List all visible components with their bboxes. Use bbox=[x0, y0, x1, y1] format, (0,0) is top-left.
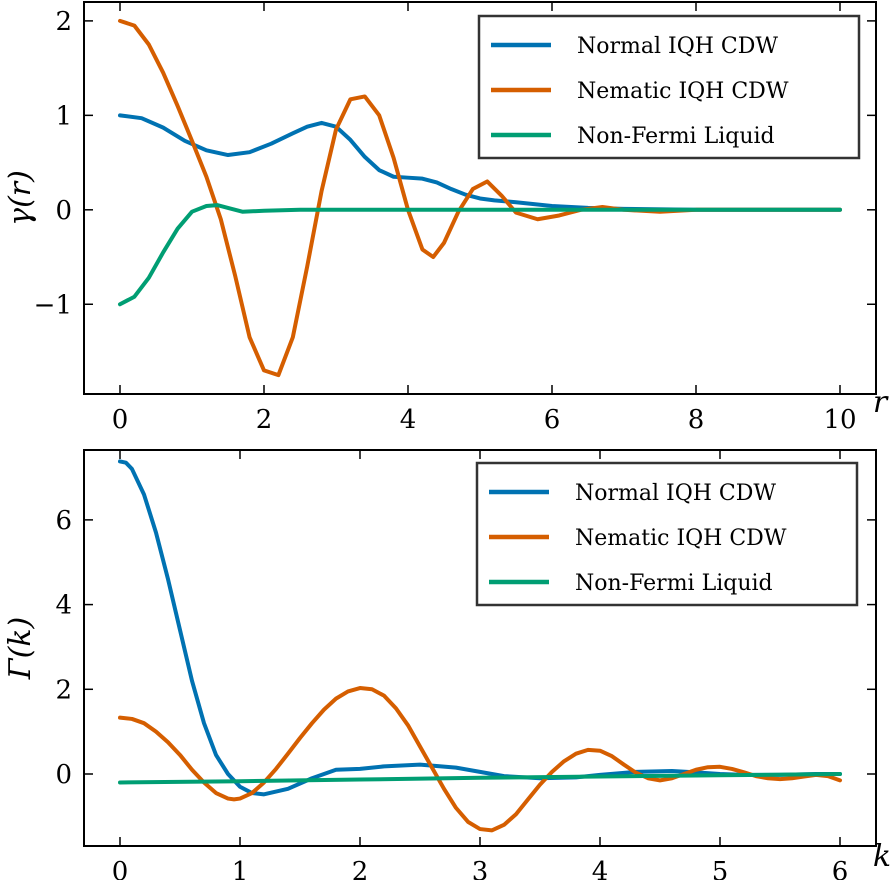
series-group bbox=[118, 18, 842, 378]
x-tick-label: 0 bbox=[112, 405, 129, 435]
series-line-2 bbox=[118, 203, 842, 307]
legend-label-1: Nematic IQH CDW bbox=[577, 79, 789, 104]
x-tick-label: 1 bbox=[232, 857, 249, 880]
x-tick-label: 4 bbox=[592, 857, 609, 880]
y-axis-label: Γ(k) bbox=[3, 617, 38, 680]
top-panel: 0 2 4 6 8 10 −1 0 1 2 γ(r) r Normal IQH CDW Nematic I… bbox=[3, 1, 889, 435]
x-tick-label: 10 bbox=[823, 405, 856, 435]
y-tick-label: 6 bbox=[55, 506, 72, 536]
legend-label-0: Normal IQH CDW bbox=[577, 34, 778, 59]
y-tick-label: 0 bbox=[55, 760, 72, 790]
x-tick-label: 6 bbox=[832, 857, 849, 880]
x-tick-label: 0 bbox=[112, 857, 129, 880]
series-line-1 bbox=[118, 686, 842, 833]
x-tick-label: 2 bbox=[352, 857, 369, 880]
x-tick-label: 6 bbox=[544, 405, 561, 435]
x-tick-label: 2 bbox=[256, 405, 273, 435]
legend-label-2: Non-Fermi Liquid bbox=[577, 124, 775, 149]
x-tick-label: 8 bbox=[688, 405, 705, 435]
x-axis-label: r bbox=[873, 385, 889, 420]
legend: Normal IQH CDW Nematic IQH CDW Non-Fermi L… bbox=[477, 14, 861, 160]
y-tick-label: 2 bbox=[55, 7, 72, 37]
axes-frame bbox=[83, 1, 877, 395]
x-tick-label: 5 bbox=[712, 857, 729, 880]
legend-label-0: Normal IQH CDW bbox=[575, 481, 776, 506]
y-tick-label: 1 bbox=[55, 101, 72, 131]
series-group bbox=[118, 459, 842, 833]
bottom-panel: 0 1 2 3 4 5 6 0 2 4 6 Γ(k) k Normal IQH CDW Nematic IQ… bbox=[3, 449, 891, 880]
legend-label-1: Nematic IQH CDW bbox=[575, 526, 787, 551]
series-line-2 bbox=[118, 772, 842, 785]
y-tick-label: 2 bbox=[55, 675, 72, 705]
x-axis-label: k bbox=[873, 839, 891, 874]
y-axis-label: γ(r) bbox=[3, 170, 38, 226]
x-tick-label: 3 bbox=[472, 857, 489, 880]
y-tick-label: 4 bbox=[55, 591, 72, 621]
legend-label-2: Non-Fermi Liquid bbox=[575, 571, 773, 596]
y-tick-label: 0 bbox=[55, 196, 72, 226]
legend: Normal IQH CDW Nematic IQH CDW Non-Fermi L… bbox=[475, 461, 859, 607]
series-line-0 bbox=[118, 459, 842, 797]
series-line-0 bbox=[118, 113, 842, 212]
y-tick-label: −1 bbox=[34, 290, 72, 320]
x-tick-label: 4 bbox=[400, 405, 417, 435]
